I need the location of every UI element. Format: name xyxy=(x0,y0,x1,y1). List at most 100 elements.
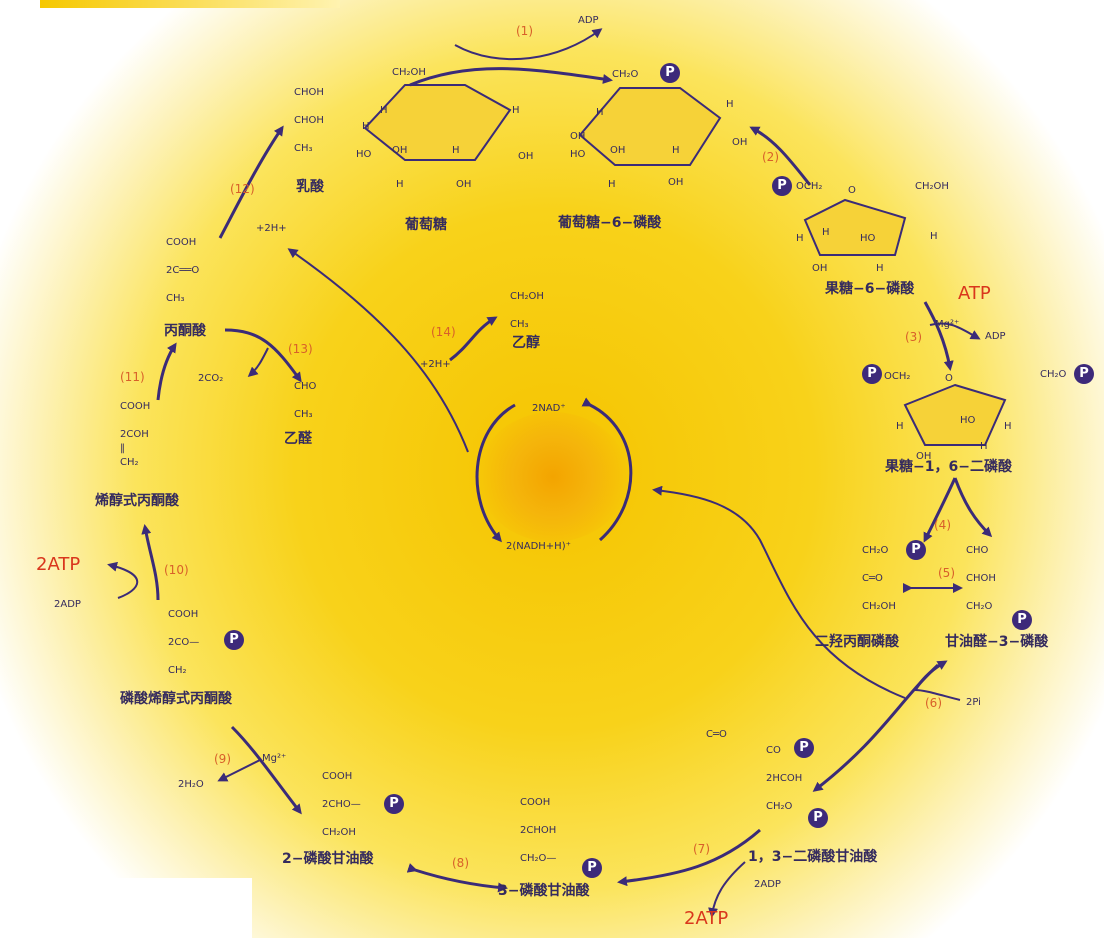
ethanol-formula: CH₂OH CH₃ xyxy=(510,291,544,330)
step-label-12: (12) xyxy=(230,182,255,196)
phosphate-icon: P xyxy=(1074,364,1094,384)
fbp-ch2o: CH₂O xyxy=(1040,369,1067,380)
phosphate-icon: P xyxy=(862,364,882,384)
pyruvate-formula: COOH 2C══O CH₃ xyxy=(166,237,200,304)
f6p-ch2oh: CH₂OH xyxy=(915,181,949,192)
arrow-step1-side xyxy=(454,28,603,61)
f6p-ring xyxy=(803,198,907,256)
glc-h1: H xyxy=(380,105,388,116)
fbp-ho: HO xyxy=(960,415,976,426)
glucose-name: 葡萄糖 xyxy=(405,217,447,233)
adp-step10: 2ADP xyxy=(54,599,81,610)
step-label-11: (11) xyxy=(120,370,145,384)
step-label-7: (7) xyxy=(693,842,710,856)
step-label-14: (14) xyxy=(431,325,456,339)
dhap-name: 二羟丙酮磷酸 xyxy=(815,634,899,650)
pep-name: 磷酸烯醇式丙酮酸 xyxy=(120,691,232,707)
step-label-2: (2) xyxy=(762,150,779,164)
nadh-label: 2(NADH+H)⁺ xyxy=(506,541,571,552)
arrow-step12 xyxy=(218,125,284,239)
mg-step9: Mg²⁺ xyxy=(262,753,287,764)
fbp-o: O xyxy=(945,373,953,384)
lactate-name: 乳酸 xyxy=(296,179,324,195)
arrow-step7 xyxy=(617,828,761,887)
step-label-5: (5) xyxy=(938,566,955,580)
bpg-formula: CO 2HCOH CH₂O xyxy=(766,745,803,812)
step-label-13: (13) xyxy=(288,342,313,356)
pi-step6: 2Pi xyxy=(966,697,981,708)
f6p-h1: H xyxy=(796,233,804,244)
arrow-nadh-to-lactate xyxy=(287,248,469,453)
g6p-oh3: OH xyxy=(668,177,684,188)
arrow-step4-right xyxy=(953,477,993,538)
phosphate-icon: P xyxy=(660,63,680,83)
dhap-formula: CH₂O C═O CH₂OH xyxy=(862,545,896,612)
phosphate-icon: P xyxy=(906,540,926,560)
h-step12: +2H+ xyxy=(256,223,287,234)
g6p-h1: H xyxy=(596,107,604,118)
f6p-h2: H xyxy=(930,231,938,242)
g6p-h4: H xyxy=(672,145,680,156)
g3p-formula: CHO CHOH CH₂O xyxy=(966,545,996,612)
mg-step3: Mg²⁺ xyxy=(935,319,960,330)
cycle-core-glow xyxy=(478,412,628,542)
phosphate-icon: P xyxy=(224,630,244,650)
pg2-name: 2−磷酸甘油酸 xyxy=(282,851,374,867)
fbp-h1: H xyxy=(896,421,904,432)
pyruvate-name: 丙酮酸 xyxy=(164,323,206,339)
g6p-ch2o: CH₂O xyxy=(612,69,639,80)
nad-cycle-left xyxy=(475,403,516,543)
f6p-h4: H xyxy=(822,227,830,238)
h-step14: +2H+ xyxy=(420,359,451,370)
step-label-8: (8) xyxy=(452,856,469,870)
g6p-oh1: HO xyxy=(570,149,586,160)
phosphate-icon: P xyxy=(1012,610,1032,630)
atp-step7: 2ATP xyxy=(684,908,729,929)
g6p-h5: H xyxy=(608,179,616,190)
arrow-step6-top xyxy=(913,660,948,691)
lactate-formula: CHOH CHOH CH₃ xyxy=(294,87,324,154)
fbp-h3: H xyxy=(980,441,988,452)
g6p-ring xyxy=(578,87,722,166)
step-label-3: (3) xyxy=(905,330,922,344)
phosphate-icon: P xyxy=(772,176,792,196)
arrow-step13-co2 xyxy=(247,347,269,377)
arrow-step6-pi xyxy=(914,689,961,701)
bpg-name: 1，3−二磷酸甘油酸 xyxy=(748,849,878,865)
step-label-4: (4) xyxy=(934,518,951,532)
g3p-name: 甘油醛−3−磷酸 xyxy=(945,634,1049,650)
arrow-step3 xyxy=(923,301,954,371)
top-color-strip xyxy=(40,0,340,8)
acetaldehyde-name: 乙醛 xyxy=(284,431,312,447)
arrow-step2 xyxy=(749,126,812,186)
glc-h2: H xyxy=(512,105,520,116)
white-corner xyxy=(0,878,252,938)
acetaldehyde-formula: CHO CH₃ xyxy=(294,381,317,420)
glc-oh2: OH xyxy=(392,145,408,156)
step-label-1: (1) xyxy=(516,24,533,38)
glc-oh3: OH xyxy=(518,151,534,162)
arrow-step11 xyxy=(156,342,177,401)
pg2-formula: COOH 2CHO— CH₂OH xyxy=(322,771,361,838)
arrow-step8 xyxy=(406,863,508,893)
arrow-step10-side xyxy=(107,561,139,599)
arrow-step1 xyxy=(409,67,613,87)
fbp-oh: OH xyxy=(916,451,932,462)
enol-formula: COOH 2COH ‖ CH₂ xyxy=(120,401,151,468)
atp-step3: ATP xyxy=(958,283,991,304)
glc-ch2oh: CH₂OH xyxy=(392,67,426,78)
pg3-formula: COOH 2CHOH CH₂O— xyxy=(520,797,557,864)
co2-step13: 2CO₂ xyxy=(198,373,224,384)
fbp-ring xyxy=(903,383,1007,446)
f6p-oh: OH xyxy=(812,263,828,274)
arrow-step13 xyxy=(224,328,302,383)
arrow-step3-side xyxy=(929,322,981,340)
glc-h4: H xyxy=(452,145,460,156)
phosphate-icon: P xyxy=(384,794,404,814)
f6p-o: O xyxy=(848,185,856,196)
pg3-name: 3−磷酸甘油酸 xyxy=(498,883,590,899)
glc-oh1: HO xyxy=(356,149,372,160)
glc-h5: H xyxy=(396,179,404,190)
arrow-step9-water xyxy=(217,759,261,782)
